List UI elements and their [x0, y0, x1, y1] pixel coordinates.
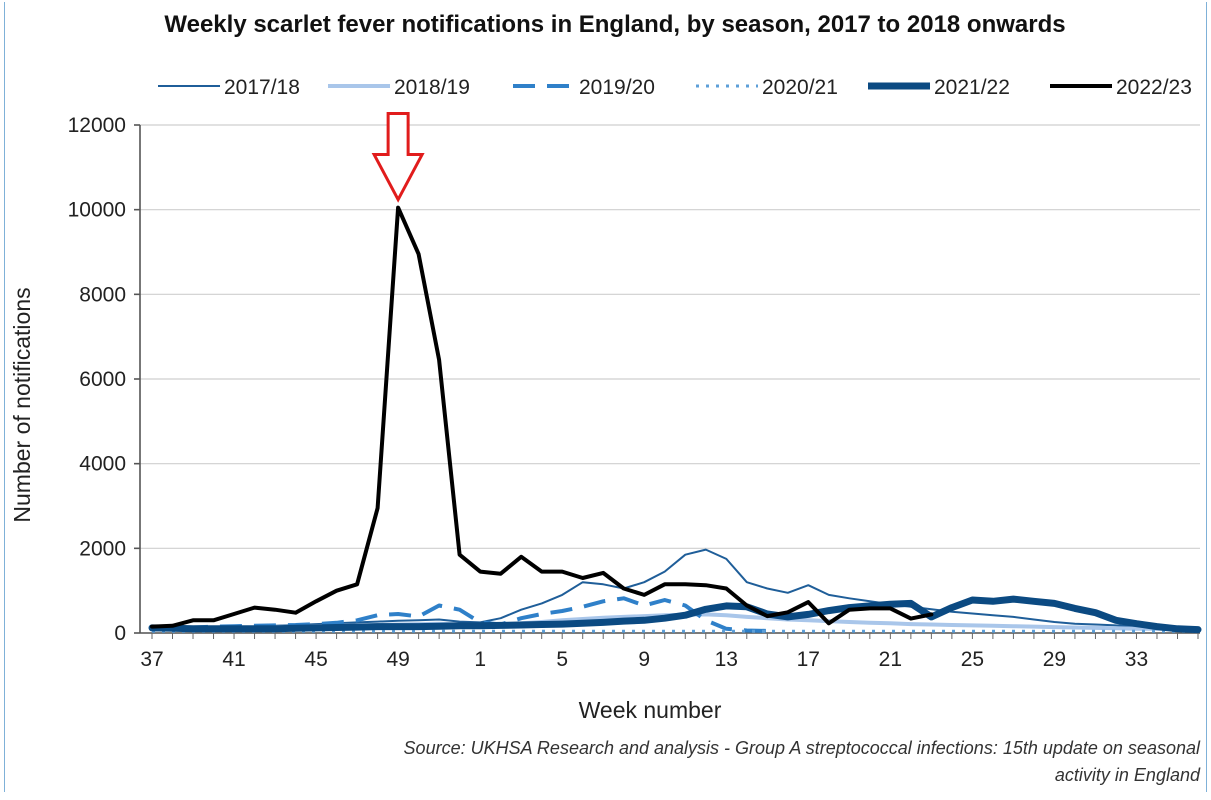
x-axis-ticks: 37 41 45 49 1 5 9 13 17 21 25 29 33 — [140, 633, 1199, 671]
y-axis-label: Number of notifications — [9, 287, 35, 522]
y-axis-ticks: 0 2000 4000 6000 8000 10000 12000 — [68, 114, 140, 645]
x-tick-label: 41 — [222, 648, 245, 671]
y-tick-label: 2000 — [79, 537, 126, 560]
x-tick-label: 45 — [304, 648, 327, 671]
x-axis-label: Week number — [579, 697, 722, 723]
y-tick-label: 0 — [114, 622, 126, 645]
legend-label-2017-18: 2017/18 — [224, 76, 300, 99]
series-lines — [148, 205, 1202, 634]
peak-arrow-annotation — [371, 112, 425, 203]
y-tick-label: 10000 — [68, 199, 126, 222]
x-tick-label: 5 — [556, 648, 568, 671]
source-line-2: activity in England — [1055, 765, 1201, 785]
x-tick-label: 9 — [638, 648, 650, 671]
y-tick-label: 6000 — [79, 368, 126, 391]
series-line-2022-23 — [150, 205, 934, 629]
red-arrow-icon — [371, 112, 425, 203]
chart-frame — [4, 2, 1207, 792]
x-tick-label: 29 — [1043, 648, 1066, 671]
x-tick-label: 25 — [961, 648, 984, 671]
legend-label-2022-23: 2022/23 — [1116, 76, 1192, 99]
x-tick-label: 13 — [715, 648, 738, 671]
series-line-2017-18 — [151, 548, 1158, 630]
y-tick-label: 4000 — [79, 453, 126, 476]
series-line-2021-22 — [148, 595, 1202, 634]
source-line-1: Source: UKHSA Research and analysis - Gr… — [404, 738, 1201, 758]
legend-label-2021-22: 2021/22 — [934, 76, 1010, 99]
legend-label-2018-19: 2018/19 — [394, 76, 470, 99]
x-tick-label: 17 — [797, 648, 820, 671]
x-tick-label: 33 — [1125, 648, 1148, 671]
chart-title: Weekly scarlet fever notifications in En… — [164, 11, 1065, 38]
x-tick-label: 49 — [386, 648, 409, 671]
legend-label-2020-21: 2020/21 — [762, 76, 838, 99]
x-tick-label: 37 — [140, 648, 163, 671]
legend: 2017/18 2018/19 2019/20 2020/21 2021/22 2022/… — [158, 76, 1192, 99]
x-tick-label: 1 — [474, 648, 486, 671]
y-tick-label: 12000 — [68, 114, 126, 137]
y-tick-label: 8000 — [79, 283, 126, 306]
legend-label-2019-20: 2019/20 — [579, 76, 655, 99]
x-tick-label: 21 — [879, 648, 902, 671]
